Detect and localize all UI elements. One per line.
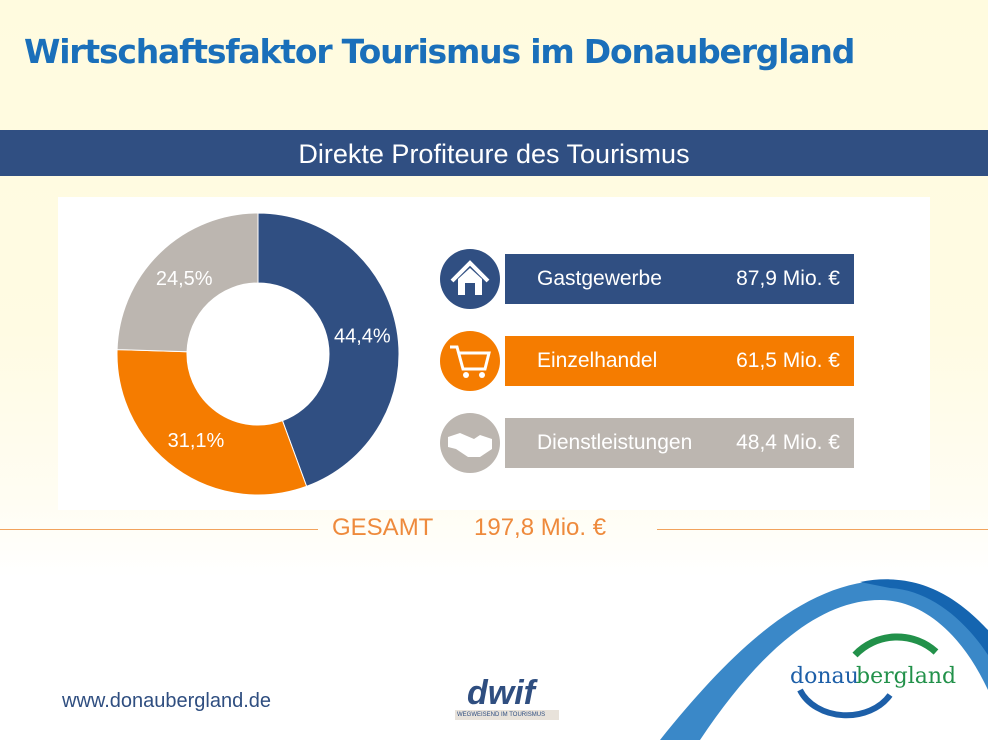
total-value: 197,8 Mio. € bbox=[474, 514, 607, 541]
legend-value: 61,5 Mio. € bbox=[736, 349, 840, 372]
legend-bar: Einzelhandel 61,5 Mio. € bbox=[505, 336, 854, 386]
slice-label: 24,5% bbox=[156, 268, 213, 290]
legend-value: 87,9 Mio. € bbox=[736, 267, 840, 290]
legend-value: 48,4 Mio. € bbox=[736, 431, 840, 454]
legend-label: Einzelhandel bbox=[537, 349, 658, 372]
svg-text:bergland: bergland bbox=[856, 664, 956, 689]
divider bbox=[657, 529, 988, 530]
donut-slice-gastgewerbe bbox=[257, 212, 400, 488]
handshake-icon bbox=[440, 413, 500, 473]
slice-label: 44,4% bbox=[334, 325, 391, 347]
legend-label: Gastgewerbe bbox=[537, 267, 662, 290]
svg-text:donau: donau bbox=[790, 664, 859, 689]
house-icon bbox=[440, 249, 500, 309]
total-label: GESAMT bbox=[332, 514, 434, 541]
legend-item: Dienstleistungen 48,4 Mio. € bbox=[440, 413, 854, 473]
dwif-logo: dwif WEGWEISEND IM TOURISMUS bbox=[455, 676, 559, 720]
legend-bar: Dienstleistungen 48,4 Mio. € bbox=[505, 418, 854, 468]
slice-label: 31,1% bbox=[168, 430, 225, 452]
donut-slice-einzelhandel bbox=[116, 349, 308, 496]
shopping-cart-icon bbox=[440, 331, 500, 391]
legend-bar: Gastgewerbe 87,9 Mio. € bbox=[505, 254, 854, 304]
divider bbox=[0, 529, 318, 530]
legend-label: Dienstleistungen bbox=[537, 431, 693, 454]
donaubergland-logo: donau bergland bbox=[660, 579, 988, 740]
legend-item: Einzelhandel 61,5 Mio. € bbox=[440, 331, 854, 391]
page-title: Wirtschaftsfaktor Tourismus im Donauberg… bbox=[24, 32, 855, 71]
section-header: Direkte Profiteure des Tourismus bbox=[0, 130, 988, 176]
total-row: GESAMT 197,8 Mio. € bbox=[0, 512, 988, 546]
donut-slice-dienstleistungen bbox=[116, 212, 259, 353]
legend-item: Gastgewerbe 87,9 Mio. € bbox=[440, 249, 854, 309]
website-link[interactable]: www.donaubergland.de bbox=[62, 690, 272, 712]
